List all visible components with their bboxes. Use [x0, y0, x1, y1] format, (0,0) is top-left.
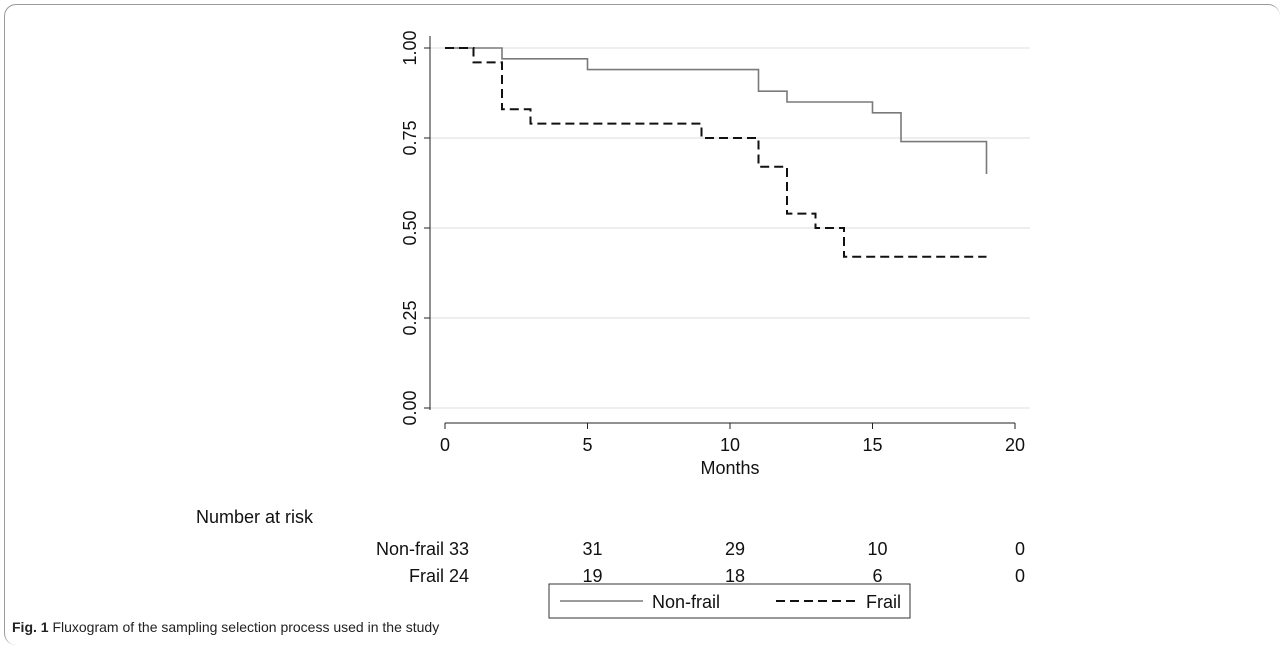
legend-label-non-frail: Non-frail — [652, 592, 720, 612]
x-tick-label: 10 — [720, 435, 740, 455]
risk-value: 6 — [872, 566, 882, 586]
x-tick-label: 20 — [1005, 435, 1025, 455]
caption-text: Fluxogram of the sampling selection proc… — [48, 619, 440, 635]
risk-table-title: Number at risk — [196, 507, 314, 527]
risk-value: 31 — [582, 539, 602, 559]
y-tick-label: 1.00 — [400, 30, 420, 65]
y-tick-label: 0.25 — [400, 300, 420, 335]
risk-value: 0 — [1015, 566, 1025, 586]
legend: Non-frail Frail — [548, 583, 911, 619]
risk-row-label: Frail — [409, 566, 444, 586]
legend-label-frail: Frail — [866, 592, 901, 612]
y-tick-label: 0.00 — [400, 390, 420, 425]
risk-value: 0 — [1015, 539, 1025, 559]
curve-non-frail — [445, 47, 988, 174]
x-axis-label: Months — [700, 458, 759, 478]
figure-caption: Fig. 1 Fluxogram of the sampling selecti… — [12, 619, 439, 635]
x-tick-label: 5 — [582, 435, 592, 455]
survival-curves — [445, 47, 988, 258]
risk-row-label: Non-frail — [376, 539, 444, 559]
risk-value: 18 — [725, 566, 745, 586]
y-tick-label: 0.50 — [400, 210, 420, 245]
risk-value: 19 — [582, 566, 602, 586]
figure-frame — [4, 4, 1280, 645]
risk-table: Number at risk Non-frail 33 31 29 10 0 Frail 24 1… — [196, 507, 1025, 586]
curve-frail — [445, 47, 987, 258]
grid-lines — [430, 47, 1030, 409]
risk-value: 33 — [449, 539, 469, 559]
y-tick-label: 0.75 — [400, 120, 420, 155]
x-tick-label: 0 — [440, 435, 450, 455]
caption-label: Fig. 1 — [12, 619, 49, 635]
x-tick-label: 15 — [862, 435, 882, 455]
risk-value: 29 — [725, 539, 745, 559]
risk-value: 24 — [449, 566, 469, 586]
axes: 0.00 0.25 0.50 0.75 1.00 0 5 10 15 20 Months — [400, 30, 1025, 478]
risk-value: 10 — [867, 539, 887, 559]
